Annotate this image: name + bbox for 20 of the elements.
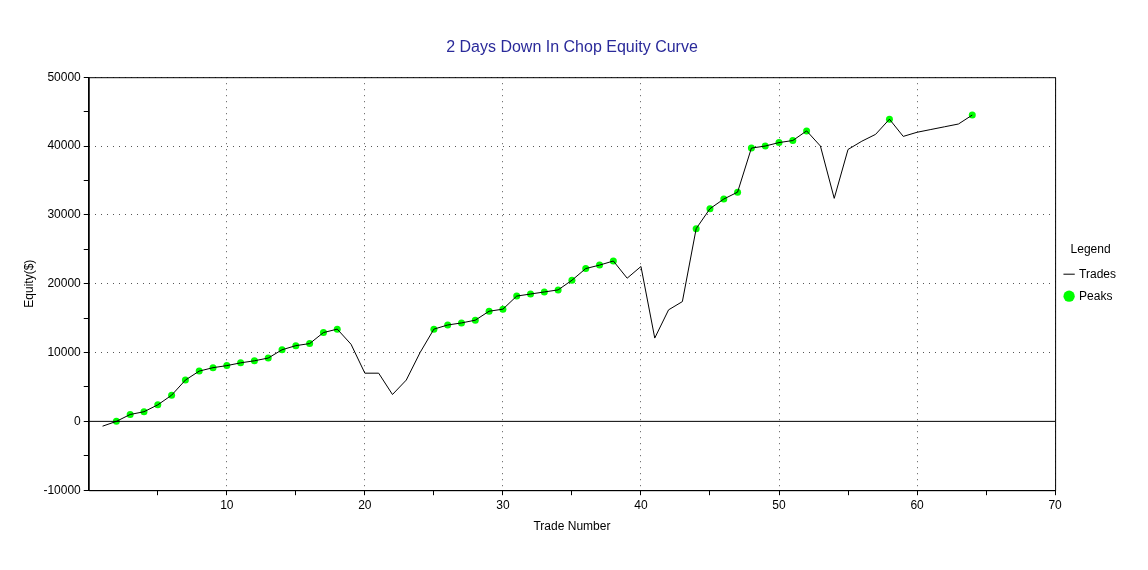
y-tick-label: 40000 bbox=[47, 138, 82, 153]
y-tick-label: 20000 bbox=[47, 276, 82, 291]
x-tick-label: 30 bbox=[496, 497, 510, 512]
x-tick-label: 10 bbox=[220, 497, 234, 512]
legend-label: Peaks bbox=[1079, 288, 1113, 303]
legend-title: Legend bbox=[1070, 242, 1111, 257]
y-tick-label: 50000 bbox=[47, 69, 82, 84]
y-tick-label: -10000 bbox=[43, 482, 82, 497]
x-tick-label: 50 bbox=[772, 497, 786, 512]
legend-label: Trades bbox=[1079, 266, 1116, 281]
y-tick-label: 0 bbox=[74, 413, 82, 428]
y-tick-label: 10000 bbox=[47, 344, 82, 359]
x-tick-label: 60 bbox=[910, 497, 925, 512]
y-tick-label: 30000 bbox=[47, 207, 82, 222]
y-axis-title: Equity($) bbox=[21, 259, 36, 308]
x-tick-label: 40 bbox=[634, 497, 648, 512]
chart-title: 2 Days Down In Chop Equity Curve bbox=[446, 38, 698, 56]
x-tick-label: 20 bbox=[358, 497, 372, 512]
x-tick-label: 70 bbox=[1048, 497, 1063, 512]
x-axis-title: Trade Number bbox=[533, 519, 611, 534]
